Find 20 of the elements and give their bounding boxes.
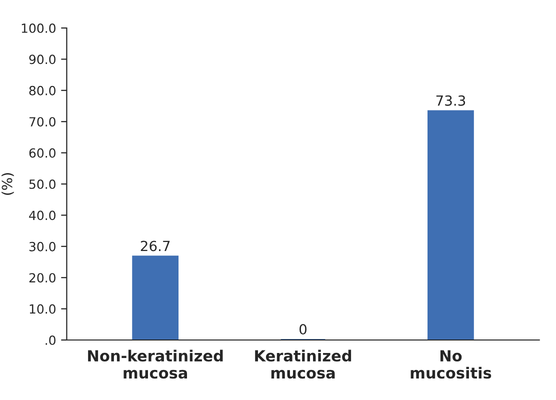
data-label: 0 (300, 324, 307, 335)
y-axis-title: (%) (2, 173, 14, 195)
x-tick-label: No mucositis (410, 350, 492, 379)
x-tick-label: Non-keratinized mucosa (88, 350, 223, 379)
y-tick-label: 20.0 (29, 273, 56, 283)
bar (132, 256, 179, 340)
data-label: 73.3 (436, 95, 466, 106)
y-tick-label: 50.0 (29, 179, 56, 189)
y-tick-label: 70.0 (29, 117, 56, 127)
y-tick-label: 40.0 (29, 210, 56, 220)
data-label: 26.7 (140, 240, 170, 252)
bar (428, 110, 474, 340)
y-tick-label: 80.0 (29, 86, 56, 96)
y-tick-label: .0 (46, 335, 56, 345)
y-tick-label: 90.0 (29, 54, 56, 64)
x-tick-label: Keratinized mucosa (255, 350, 352, 379)
y-tick-label: 10.0 (30, 304, 56, 314)
y-tick-label: 60.0 (29, 148, 56, 158)
y-tick-label: 100.0 (22, 23, 56, 33)
y-tick-label: 30.0 (29, 242, 56, 252)
